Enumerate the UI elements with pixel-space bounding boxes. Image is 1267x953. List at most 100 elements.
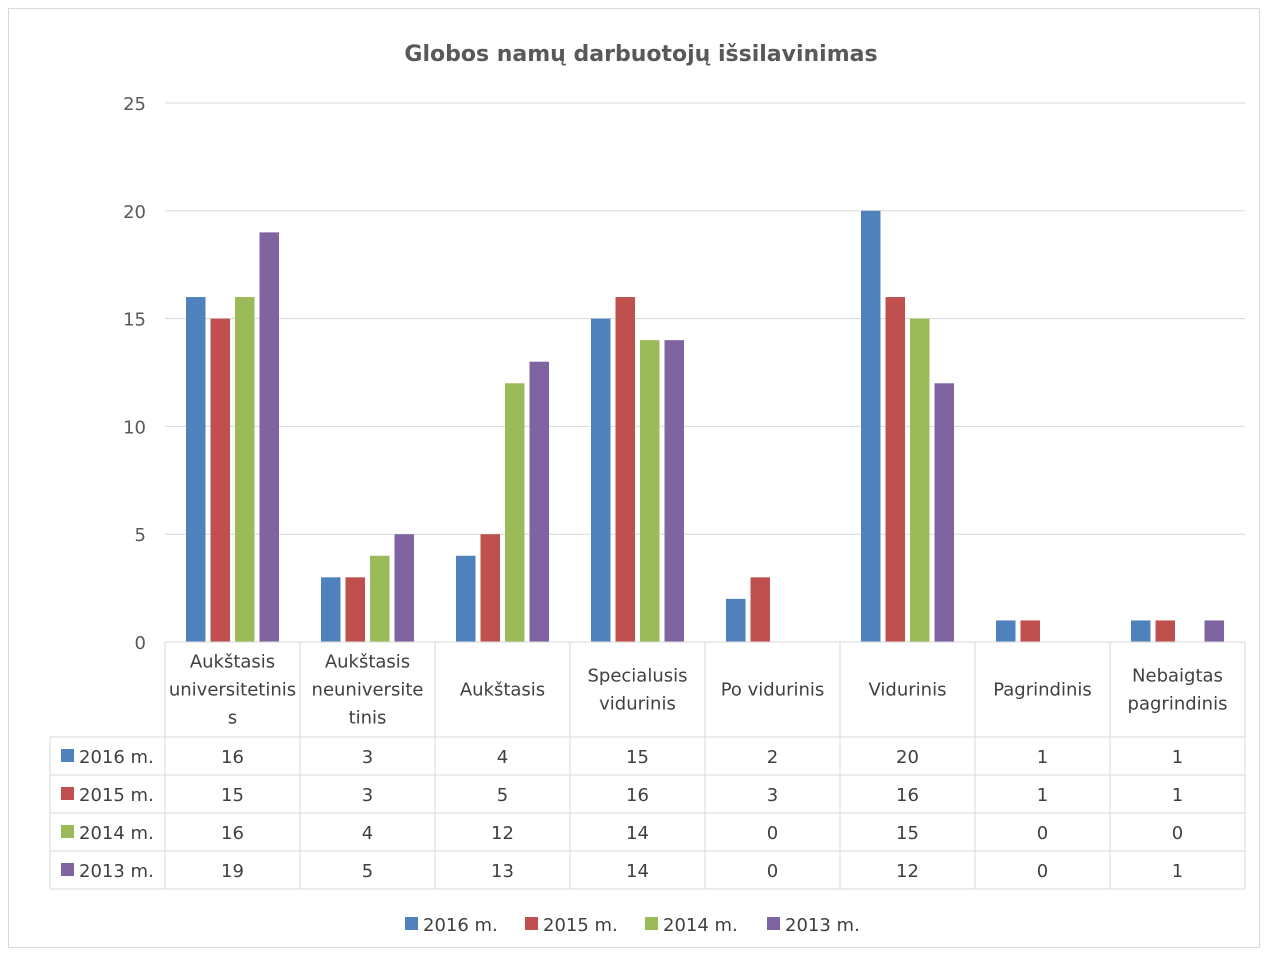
series-name: 2015 m.: [79, 785, 154, 806]
bar: [996, 620, 1016, 642]
table-cell: 1: [1172, 785, 1183, 806]
bar: [1131, 620, 1151, 642]
table-cell: 12: [896, 861, 919, 882]
bar: [505, 383, 525, 642]
bar: [726, 598, 746, 642]
bar: [1155, 620, 1175, 642]
bar: [615, 297, 635, 642]
table-cell: 1: [1172, 747, 1183, 768]
table-cell: 15: [221, 785, 244, 806]
table-cell: 14: [626, 861, 649, 882]
table-cell: 13: [491, 861, 514, 882]
chart-svg: Globos namų darbuotojų išsilavinimas 0 5 1…: [49, 42, 1246, 936]
category-label: Po vidurinis: [721, 680, 825, 701]
bars: [186, 210, 1224, 643]
y-tick-label: 25: [123, 94, 146, 115]
y-tick-label: 5: [135, 525, 146, 546]
category-label: neuniversite: [312, 680, 424, 701]
table-cell: 20: [896, 747, 919, 768]
table-cell: 15: [896, 823, 919, 844]
series-name: 2016 m.: [79, 747, 154, 768]
table-cell: 1: [1172, 861, 1183, 882]
bar: [480, 534, 500, 642]
table-cell: 16: [221, 747, 244, 768]
bar: [370, 555, 390, 642]
legend: 2016 m. 2015 m. 2014 m. 2013 m.: [405, 915, 860, 936]
bar: [345, 577, 365, 642]
bar: [934, 383, 954, 642]
bar: [235, 297, 255, 642]
bar: [591, 318, 611, 642]
gridlines: [165, 102, 1245, 535]
category-label: Nebaigtas: [1132, 666, 1223, 687]
table-cell: 16: [896, 785, 919, 806]
data-table: Aukštasis universitetinis s Aukštasis neuniv…: [49, 641, 1246, 890]
table-cell: 16: [626, 785, 649, 806]
series-swatch: [61, 787, 74, 800]
bar: [259, 232, 279, 643]
bar: [321, 577, 341, 642]
table-cell: 12: [491, 823, 514, 844]
category-label: tinis: [349, 708, 387, 729]
series-swatch: [61, 863, 74, 876]
category-label: Pagrindinis: [993, 680, 1092, 701]
category-label: Aukštasis: [190, 652, 275, 673]
table-cell: 5: [362, 861, 373, 882]
legend-swatch: [645, 917, 658, 930]
y-axis-ticks: 0 5 10 15 20 25: [123, 94, 146, 654]
y-tick-label: 10: [123, 417, 146, 438]
bar: [885, 297, 905, 642]
series-swatch: [61, 825, 74, 838]
table-cell: 14: [626, 823, 649, 844]
category-label: Aukštasis: [460, 680, 545, 701]
category-label: s: [228, 708, 237, 729]
table-cell: 4: [497, 747, 508, 768]
table-cell: 2: [767, 747, 778, 768]
category-label: Specialusis: [587, 666, 687, 687]
y-tick-label: 15: [123, 310, 146, 331]
y-tick-label: 20: [123, 202, 146, 223]
table-cell: 0: [1172, 823, 1183, 844]
chart-area: Globos namų darbuotojų išsilavinimas 0 5 1…: [8, 8, 1260, 948]
bar: [640, 340, 660, 642]
table-cell: 3: [767, 785, 778, 806]
category-label: universitetinis: [169, 680, 296, 701]
legend-label: 2016 m.: [423, 915, 498, 936]
legend-swatch: [767, 917, 780, 930]
table-cell: 1: [1037, 785, 1048, 806]
table-cell: 1: [1037, 747, 1048, 768]
table-cell: 4: [362, 823, 373, 844]
table-cell: 3: [362, 747, 373, 768]
table-cell: 15: [626, 747, 649, 768]
series-swatch: [61, 749, 74, 762]
y-tick-label: 0: [135, 633, 146, 654]
legend-swatch: [525, 917, 538, 930]
chart-title: Globos namų darbuotojų išsilavinimas: [404, 42, 877, 67]
table-cell: 3: [362, 785, 373, 806]
bar: [664, 340, 684, 642]
bar: [1204, 620, 1224, 642]
series-name: 2014 m.: [79, 823, 154, 844]
bar: [910, 318, 930, 642]
table-cell: 5: [497, 785, 508, 806]
table-cell: 0: [767, 823, 778, 844]
bar: [186, 297, 206, 642]
bar: [456, 555, 476, 642]
legend-label: 2015 m.: [543, 915, 618, 936]
table-cell: 19: [221, 861, 244, 882]
legend-label: 2014 m.: [663, 915, 738, 936]
bar: [394, 534, 414, 642]
bar: [210, 318, 230, 642]
table-cell: 16: [221, 823, 244, 844]
category-label: Aukštasis: [325, 652, 410, 673]
table-cell: 0: [767, 861, 778, 882]
table-cell: 0: [1037, 861, 1048, 882]
category-label: vidurinis: [599, 694, 676, 715]
category-label: Vidurinis: [869, 680, 947, 701]
bar: [529, 361, 549, 642]
bar: [750, 577, 770, 642]
legend-swatch: [405, 917, 418, 930]
bar: [1020, 620, 1040, 642]
series-name: 2013 m.: [79, 861, 154, 882]
category-label: pagrindinis: [1128, 694, 1228, 715]
